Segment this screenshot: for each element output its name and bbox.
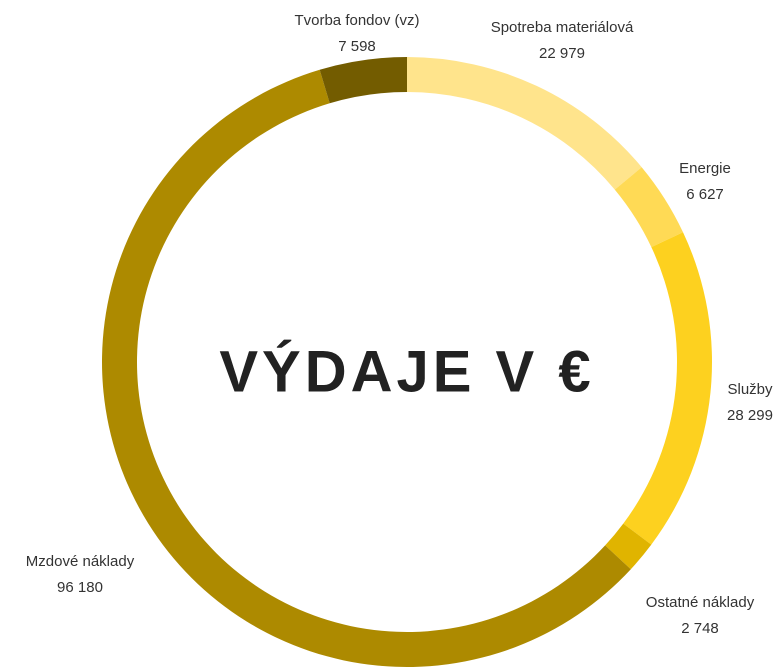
donut-segment: [102, 69, 631, 667]
segment-label: Služby: [727, 381, 773, 398]
donut-segment: [407, 57, 642, 190]
donut-segment: [623, 232, 712, 545]
segment-value: 6 627: [686, 186, 724, 203]
segment-label: Tvorba fondov (vz): [294, 12, 419, 29]
donut-segment: [319, 57, 407, 104]
segment-value: 96 180: [57, 579, 103, 596]
segment-value: 2 748: [681, 620, 719, 637]
segment-value: 7 598: [338, 38, 376, 55]
segment-value: 22 979: [539, 45, 585, 62]
donut-segment: [614, 167, 684, 248]
segment-value: 28 299: [727, 407, 773, 424]
chart-title: VÝDAJE V €: [219, 339, 594, 404]
segment-label: Spotreba materiálová: [491, 19, 634, 36]
segment-label: Mzdové náklady: [26, 553, 135, 570]
segment-label: Energie: [679, 160, 731, 177]
segment-label: Ostatné náklady: [646, 594, 755, 611]
donut-segment: [605, 523, 652, 570]
